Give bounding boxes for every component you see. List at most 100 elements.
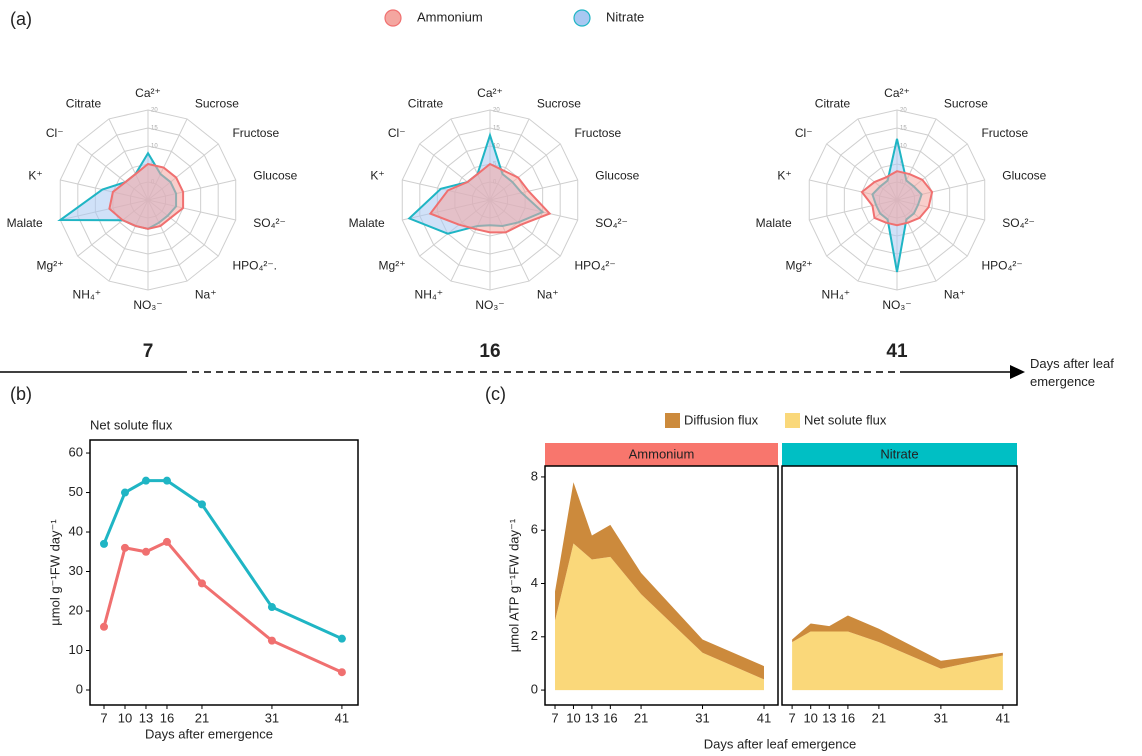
- y-axis-label: µmol g⁻¹FW day⁻¹: [47, 519, 62, 626]
- axis-label: SO₄²⁻: [1002, 216, 1035, 230]
- point: [197, 579, 206, 588]
- axis-label: K⁺: [370, 169, 384, 183]
- timeline-label-box: Days after leaf emergence: [1030, 356, 1114, 389]
- x-tick-label: 10: [118, 710, 132, 725]
- point: [337, 668, 346, 677]
- chart-title: Net solute flux: [90, 417, 173, 432]
- legend-marker: [665, 413, 680, 428]
- axis-label: Sucrose: [537, 97, 581, 111]
- axis-label: Cl⁻: [388, 126, 406, 140]
- axis-label: Citrate: [815, 97, 851, 111]
- timeline-label: Days after leaf emergence: [1030, 356, 1114, 389]
- y-tick-label: 6: [531, 522, 538, 537]
- x-axis-label: Days after leaf emergence: [704, 736, 856, 751]
- legend-label: Ammonium: [417, 9, 483, 24]
- axis-label: Citrate: [66, 97, 102, 111]
- legend-marker: [785, 413, 800, 428]
- x-tick-label: 31: [695, 710, 709, 725]
- point: [99, 622, 108, 631]
- axis-label: K⁺: [28, 169, 42, 183]
- axis-label: Malate: [349, 216, 385, 230]
- r-tick-label: 15: [900, 126, 907, 132]
- point: [120, 543, 129, 552]
- grid-ring: [401, 109, 579, 291]
- legend-label: Diffusion flux: [684, 412, 759, 427]
- axis-label: HPO₄²⁻: [981, 258, 1022, 272]
- timepoint-label: 7: [143, 341, 154, 362]
- facet-title: Nitrate: [880, 446, 918, 461]
- x-tick-label: 16: [160, 710, 174, 725]
- axis-label: Mg²⁺: [379, 258, 406, 272]
- y-tick-label: 40: [69, 523, 83, 538]
- axis-label: Mg²⁺: [37, 258, 64, 272]
- axis-label: Glucose: [253, 169, 297, 183]
- axis-label: Cl⁻: [46, 126, 64, 140]
- x-tick-label: 21: [195, 710, 209, 725]
- x-tick-label: 7: [551, 710, 558, 725]
- axis-label: Fructose: [574, 126, 621, 140]
- axis-label: SO₄²⁻: [595, 216, 628, 230]
- axis-label: Na⁺: [944, 288, 966, 302]
- axis-label: NO₃⁻: [882, 298, 911, 312]
- axis-label: HPO₄²⁻: [574, 258, 615, 272]
- x-tick-label: 16: [841, 710, 855, 725]
- facet-strip: [782, 443, 1017, 466]
- axis-label: HPO₄²⁻.: [232, 258, 277, 272]
- y-tick-label: 8: [531, 468, 538, 483]
- plot-frame: [544, 465, 779, 706]
- point: [267, 636, 276, 645]
- line: [102, 479, 343, 641]
- x-tick-label: 7: [788, 710, 795, 725]
- axis-label: Mg²⁺: [786, 258, 813, 272]
- axis-label: Fructose: [981, 126, 1028, 140]
- timeline-arrow: [1010, 365, 1025, 379]
- timepoint-label: 16: [479, 341, 500, 362]
- axis-label: K⁺: [777, 169, 791, 183]
- axis-label: NH₄⁺: [415, 288, 444, 302]
- radar-area: [108, 162, 185, 230]
- y-tick-label: 10: [69, 642, 83, 657]
- r-tick-label: 20: [900, 108, 907, 114]
- grid-ring: [77, 127, 219, 273]
- area: [792, 631, 1003, 691]
- axis-label: Malate: [7, 216, 43, 230]
- radar-area: [428, 162, 552, 234]
- axis-label: Sucrose: [195, 97, 239, 111]
- area: [555, 543, 764, 691]
- axis-label: Ca²⁺: [477, 86, 503, 100]
- x-axis-label: Days after emergence: [145, 726, 273, 741]
- axis-label: Cl⁻: [795, 126, 813, 140]
- r-tick-label: 10: [151, 144, 158, 150]
- axis-label: Sucrose: [944, 97, 988, 111]
- r-tick-label: 20: [493, 108, 500, 114]
- area: [792, 615, 1003, 669]
- r-tick-label: 20: [151, 108, 158, 114]
- grid-ring: [808, 109, 986, 291]
- radar-area: [860, 170, 934, 227]
- grid-ring: [436, 145, 544, 255]
- plot-frame: [89, 439, 359, 706]
- r-tick-label: 10: [900, 144, 907, 150]
- panel-label: (a): [10, 9, 32, 29]
- point: [267, 603, 276, 612]
- timepoint-label: 41: [886, 341, 908, 362]
- y-tick-label: 2: [531, 628, 538, 643]
- axis-label: Fructose: [232, 126, 279, 140]
- x-tick-label: 41: [335, 710, 349, 725]
- x-tick-label: 21: [634, 710, 648, 725]
- y-tick-label: 30: [69, 563, 83, 578]
- x-tick-label: 16: [603, 710, 617, 725]
- axis-label: Glucose: [595, 169, 639, 183]
- y-tick-label: 0: [76, 681, 83, 696]
- axis-label: Ca²⁺: [884, 86, 910, 100]
- area: [555, 482, 764, 680]
- legend-marker: [573, 9, 591, 27]
- r-tick-label: 15: [151, 126, 158, 132]
- y-tick-label: 20: [69, 602, 83, 617]
- y-tick-label: 60: [69, 444, 83, 459]
- axis-label: Na⁺: [195, 288, 217, 302]
- y-axis-label: µmol ATP g⁻¹FW day⁻¹: [506, 518, 521, 652]
- point: [197, 500, 206, 509]
- y-tick-label: 0: [531, 682, 538, 697]
- x-tick-label: 21: [872, 710, 886, 725]
